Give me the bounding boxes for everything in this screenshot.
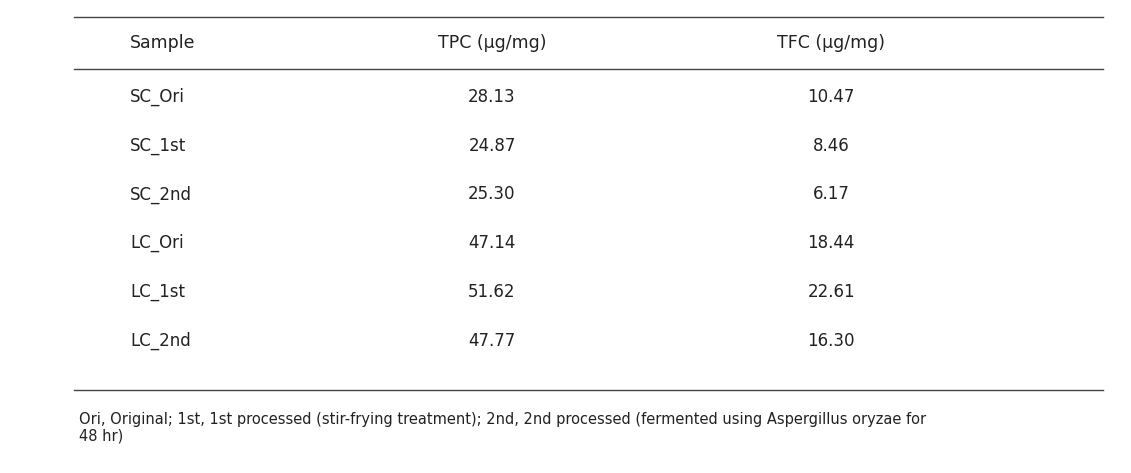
Text: 10.47: 10.47 [808, 88, 855, 106]
Text: LC_2nd: LC_2nd [130, 332, 191, 350]
Text: SC_2nd: SC_2nd [130, 185, 192, 203]
Text: 6.17: 6.17 [813, 185, 849, 203]
Text: 16.30: 16.30 [808, 332, 855, 350]
Text: 8.46: 8.46 [813, 137, 849, 155]
Text: 28.13: 28.13 [468, 88, 516, 106]
Text: 25.30: 25.30 [468, 185, 516, 203]
Text: SC_1st: SC_1st [130, 137, 187, 155]
Text: TFC (μg/mg): TFC (μg/mg) [777, 34, 886, 52]
Text: 18.44: 18.44 [808, 234, 855, 252]
Text: LC_Ori: LC_Ori [130, 234, 183, 252]
Text: 24.87: 24.87 [468, 137, 516, 155]
Text: Ori, Original; 1st, 1st processed (stir-frying treatment); 2nd, 2nd processed (f: Ori, Original; 1st, 1st processed (stir-… [79, 412, 926, 444]
Text: 47.14: 47.14 [468, 234, 516, 252]
Text: SC_Ori: SC_Ori [130, 88, 185, 106]
Text: 47.77: 47.77 [468, 332, 516, 350]
Text: 51.62: 51.62 [468, 283, 516, 301]
Text: TPC (μg/mg): TPC (μg/mg) [438, 34, 546, 52]
Text: Sample: Sample [130, 34, 196, 52]
Text: 22.61: 22.61 [808, 283, 855, 301]
Text: LC_1st: LC_1st [130, 283, 185, 301]
